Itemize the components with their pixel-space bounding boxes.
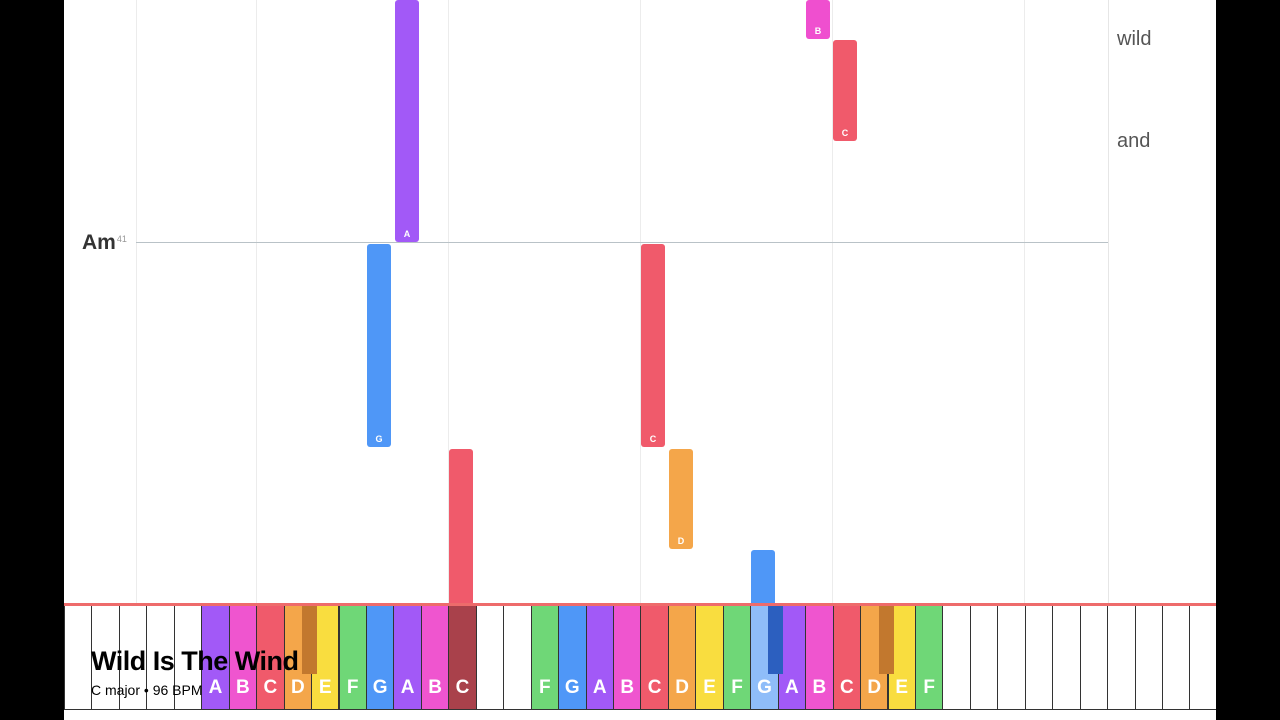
white-key[interactable] bbox=[64, 606, 93, 710]
white-key[interactable] bbox=[969, 606, 999, 710]
song-title: Wild Is The Wind bbox=[91, 646, 299, 676]
beat-gridline bbox=[136, 0, 137, 604]
white-key-label: E bbox=[318, 677, 332, 698]
beat-gridline bbox=[1024, 0, 1025, 604]
white-key[interactable]: F bbox=[722, 606, 752, 710]
chord-marker: Am41 bbox=[82, 231, 127, 255]
white-key-label: C bbox=[839, 677, 854, 698]
white-key[interactable]: C bbox=[640, 606, 669, 710]
white-key[interactable]: D bbox=[667, 606, 697, 710]
white-key[interactable]: F bbox=[914, 606, 944, 710]
black-key[interactable] bbox=[768, 606, 783, 674]
black-key[interactable] bbox=[302, 606, 317, 674]
lyric-word: and bbox=[1117, 130, 1151, 152]
white-key-label: A bbox=[208, 677, 223, 698]
black-key[interactable] bbox=[879, 606, 894, 674]
white-key-label: B bbox=[428, 677, 442, 698]
chord-name: Am bbox=[82, 231, 116, 254]
white-key[interactable] bbox=[1024, 606, 1054, 710]
note-block: G bbox=[367, 244, 391, 447]
white-key[interactable]: F bbox=[338, 606, 367, 710]
white-key-label: B bbox=[812, 677, 827, 698]
white-key-label: G bbox=[757, 677, 772, 698]
hit-line bbox=[64, 603, 1216, 607]
note-block: D bbox=[669, 449, 693, 549]
beat-gridline bbox=[832, 0, 833, 604]
lyrics-divider bbox=[1108, 0, 1109, 604]
note-label: C bbox=[841, 128, 849, 138]
white-key[interactable]: B bbox=[805, 606, 834, 710]
note-block bbox=[751, 550, 775, 607]
white-key[interactable]: C bbox=[832, 606, 862, 710]
white-key[interactable]: C bbox=[256, 606, 285, 710]
white-key-label: D bbox=[675, 677, 689, 698]
white-key[interactable] bbox=[997, 606, 1026, 710]
note-label: A bbox=[403, 229, 411, 239]
beat-gridline bbox=[256, 0, 257, 604]
white-key-label: A bbox=[592, 677, 607, 698]
keyboard-bottom-edge bbox=[64, 710, 1216, 720]
song-subtitle: C major • 96 BPM bbox=[91, 682, 203, 698]
white-key[interactable]: C bbox=[448, 606, 477, 710]
white-key[interactable]: G bbox=[558, 606, 587, 710]
note-block: B bbox=[806, 0, 830, 39]
white-key-label: C bbox=[263, 677, 278, 698]
white-key[interactable] bbox=[1162, 606, 1191, 710]
white-key-label: D bbox=[290, 677, 305, 698]
white-key[interactable]: A bbox=[585, 606, 614, 710]
white-key-label: E bbox=[703, 677, 716, 698]
beat-gridline bbox=[448, 0, 449, 604]
measure-number: 41 bbox=[116, 234, 127, 244]
white-key[interactable]: G bbox=[365, 606, 395, 710]
white-key-label: F bbox=[539, 677, 551, 698]
lyric-word: wild bbox=[1117, 28, 1152, 50]
white-key-label: A bbox=[785, 677, 799, 698]
white-key-label: D bbox=[867, 677, 882, 698]
white-key-label: A bbox=[400, 677, 415, 698]
white-key-label: F bbox=[731, 677, 743, 698]
white-key-label: C bbox=[647, 677, 662, 698]
note-label: B bbox=[814, 26, 822, 36]
white-key-label: F bbox=[923, 677, 935, 698]
white-key[interactable] bbox=[1079, 606, 1109, 710]
white-key[interactable]: E bbox=[695, 606, 724, 710]
white-key-label: G bbox=[564, 677, 580, 698]
white-key[interactable] bbox=[1107, 606, 1136, 710]
note-block: C bbox=[641, 244, 665, 447]
white-key[interactable]: A bbox=[393, 606, 422, 710]
beat-gridline bbox=[640, 0, 641, 604]
white-key[interactable] bbox=[1189, 606, 1216, 710]
note-label: D bbox=[677, 536, 685, 546]
white-key-label: B bbox=[236, 677, 250, 698]
white-key[interactable]: B bbox=[613, 606, 642, 710]
white-key[interactable]: F bbox=[530, 606, 560, 710]
note-label: G bbox=[375, 434, 383, 444]
white-key-label: E bbox=[895, 677, 909, 698]
note-block: C bbox=[833, 40, 857, 141]
white-key[interactable] bbox=[1134, 606, 1163, 710]
white-key-label: F bbox=[346, 677, 359, 698]
white-key[interactable] bbox=[942, 606, 971, 710]
white-key[interactable] bbox=[475, 606, 505, 710]
white-key-label: G bbox=[372, 677, 388, 698]
white-key-label: C bbox=[455, 677, 470, 698]
white-key-label: B bbox=[620, 677, 635, 698]
white-key[interactable]: B bbox=[420, 606, 450, 710]
note-label: C bbox=[649, 434, 657, 444]
measure-line bbox=[136, 242, 1108, 243]
white-key[interactable] bbox=[503, 606, 532, 710]
note-block: A bbox=[395, 0, 419, 242]
note-block bbox=[449, 449, 473, 607]
white-key[interactable] bbox=[1052, 606, 1081, 710]
